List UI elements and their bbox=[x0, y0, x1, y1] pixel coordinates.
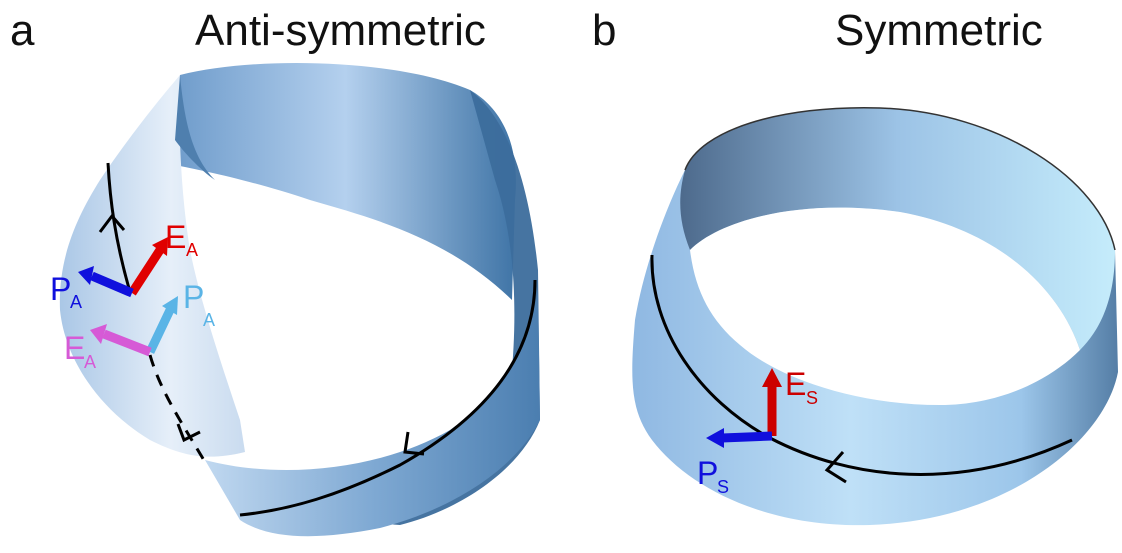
vector-ps-label: P bbox=[697, 455, 718, 491]
vector-ea-upper-label: E bbox=[165, 219, 186, 255]
vector-ea-lower: E A bbox=[64, 324, 152, 372]
panel-b-title: Symmetric bbox=[835, 6, 1043, 55]
cylinder-opening bbox=[690, 207, 1080, 405]
cylinder-path-arrow bbox=[824, 451, 847, 484]
panel-a-title: Anti-symmetric bbox=[195, 6, 486, 55]
vector-es: E S bbox=[762, 366, 818, 436]
mobius-path-arrow-dashed bbox=[176, 423, 201, 443]
vector-ea-lower-label: E bbox=[64, 330, 85, 366]
vector-pa-lower-sub: A bbox=[203, 310, 215, 330]
panel-b-letter: b bbox=[592, 6, 616, 55]
cylinder-inner-wall bbox=[680, 107, 1115, 350]
mobius-bottom-band bbox=[205, 290, 540, 537]
mobius-path-arrow-upper bbox=[98, 213, 126, 233]
panel-b: b Symmetric E S P S bbox=[592, 6, 1118, 526]
cylinder-rim bbox=[684, 107, 1116, 251]
mobius-back-band bbox=[175, 63, 516, 300]
mobius-fold bbox=[175, 75, 215, 180]
vector-ea-upper-sub: A bbox=[186, 240, 198, 260]
mobius-path-upper bbox=[106, 162, 132, 293]
mobius-path-lower bbox=[239, 279, 537, 517]
mobius-strip bbox=[59, 63, 540, 537]
cylinder-band bbox=[632, 107, 1118, 526]
vector-es-label: E bbox=[785, 366, 806, 402]
vector-pa-upper: P A bbox=[50, 266, 134, 312]
vector-pa-lower-label: P bbox=[183, 279, 204, 315]
vector-ps: P S bbox=[697, 428, 773, 497]
mobius-path-arrow-lower bbox=[403, 431, 425, 456]
vector-pa-lower: P A bbox=[145, 279, 215, 354]
vector-pa-upper-label: P bbox=[50, 271, 71, 307]
vector-ea-lower-sub: A bbox=[84, 352, 96, 372]
vector-es-sub: S bbox=[806, 388, 818, 408]
vector-ps-sub: S bbox=[717, 477, 729, 497]
panel-a-letter: a bbox=[10, 6, 35, 55]
cylinder-path bbox=[650, 254, 1073, 476]
panel-a: a Anti-symmetric E A bbox=[10, 6, 540, 537]
vector-ea-upper: E A bbox=[128, 219, 198, 296]
vector-pa-upper-sub: A bbox=[70, 292, 82, 312]
